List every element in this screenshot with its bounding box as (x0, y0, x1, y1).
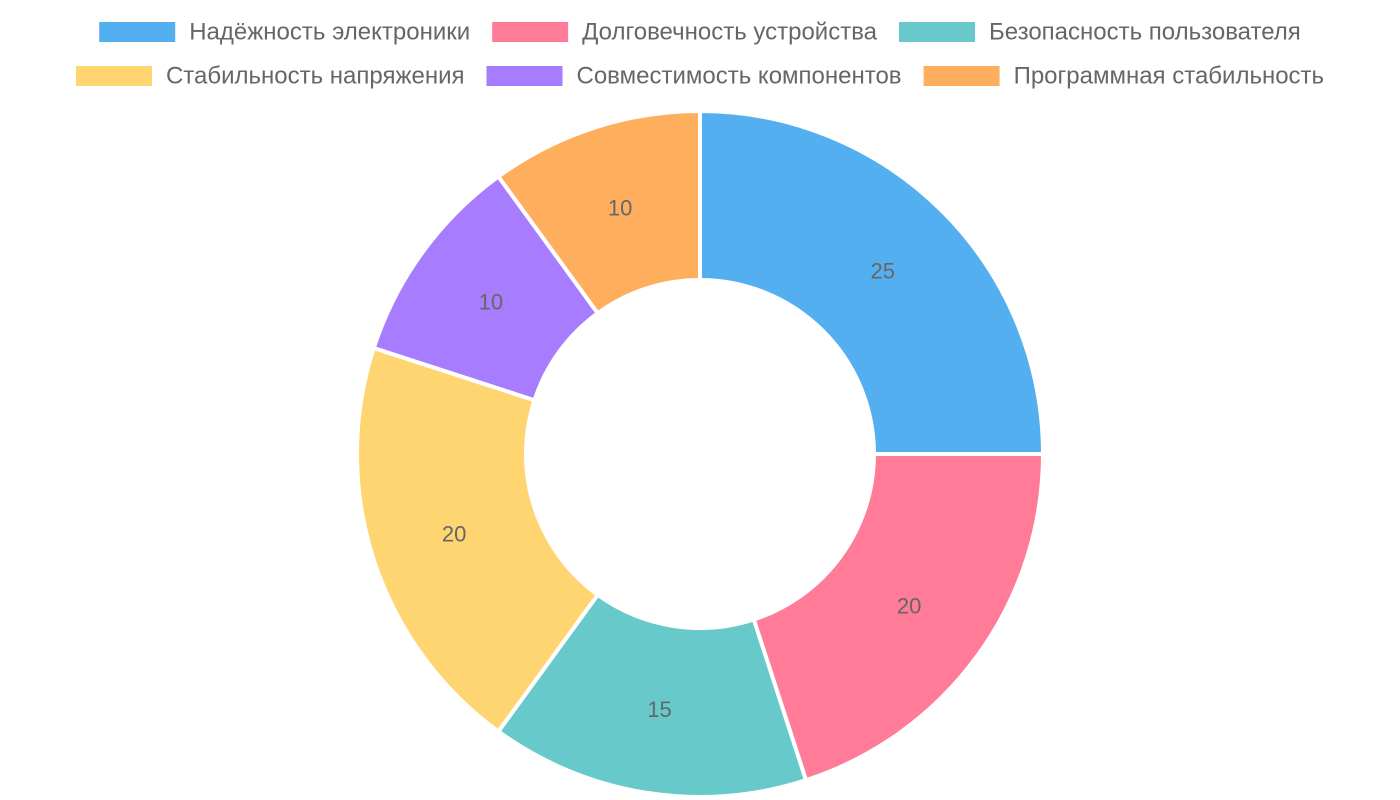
doughnut-slice[interactable] (355, 345, 601, 735)
doughnut-slice[interactable] (495, 591, 809, 799)
legend-swatch (923, 66, 1000, 86)
legend-swatch (899, 22, 976, 42)
slice-value-label: 10 (608, 196, 632, 221)
chart-legend: Надёжность электроники Долговечность устр… (75, 19, 1325, 90)
legend-swatch (486, 66, 563, 86)
slice-value-label: 10 (479, 290, 503, 315)
legend-label: Долговечность устройства (582, 19, 878, 46)
doughnut-slice[interactable] (751, 452, 1046, 783)
legend-item[interactable]: Программная стабильность (923, 63, 1325, 90)
legend-swatch (492, 22, 569, 42)
legend-item[interactable]: Стабильность напряжения (75, 63, 465, 90)
doughnut-slice[interactable] (495, 108, 702, 317)
legend-label: Программная стабильность (1014, 63, 1325, 90)
chart-data-labels: 25 20 15 20 10 10 (442, 196, 921, 722)
slice-value-label: 20 (442, 521, 466, 546)
legend-swatch (99, 22, 176, 42)
legend-item[interactable]: Надёжность электроники (99, 19, 470, 46)
legend-label: Стабильность напряжения (166, 63, 465, 90)
slice-value-label: 25 (871, 259, 895, 284)
legend-swatch (75, 66, 152, 86)
legend-item[interactable]: Безопасность пользователя (899, 19, 1301, 46)
legend-item[interactable]: Совместимость компонентов (486, 63, 902, 90)
doughnut-slice[interactable] (698, 108, 1046, 456)
legend-item[interactable]: Долговечность устройства (492, 19, 878, 46)
slice-value-label: 15 (647, 697, 671, 722)
legend-label: Безопасность пользователя (989, 19, 1301, 46)
legend-label: Совместимость компонентов (577, 63, 902, 90)
chart-slices (355, 108, 1046, 799)
legend-label: Надёжность электроники (189, 19, 470, 46)
slice-value-label: 20 (897, 593, 921, 618)
